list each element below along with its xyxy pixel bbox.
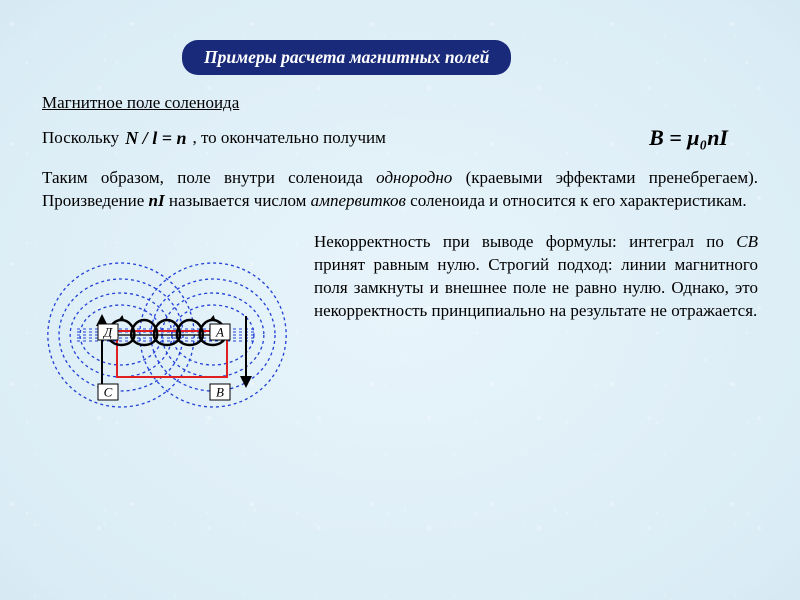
formula-B-mu-nI: B = μ₀nI bbox=[649, 125, 728, 151]
title-pill: Примеры расчета магнитных полей bbox=[182, 40, 511, 75]
svg-text:А: А bbox=[215, 324, 224, 339]
svg-text:Д: Д bbox=[102, 324, 113, 339]
line1-pre: Поскольку bbox=[42, 128, 119, 148]
subtitle: Магнитное поле соленоида bbox=[42, 93, 758, 113]
svg-text:В: В bbox=[216, 384, 224, 399]
svg-text:С: С bbox=[104, 384, 113, 399]
formula-Nl-eq-n: N / l = n bbox=[125, 128, 186, 149]
line1-mid: , то окончательно получим bbox=[192, 128, 385, 148]
paragraph-2: Некорректность при выводе формулы: интег… bbox=[314, 231, 758, 323]
paragraph-1: Таким образом, поле внутри соленоида одн… bbox=[42, 167, 758, 213]
solenoid-diagram: А Д В С bbox=[42, 246, 292, 421]
line-formula: Поскольку N / l = n , то окончательно по… bbox=[42, 125, 758, 151]
